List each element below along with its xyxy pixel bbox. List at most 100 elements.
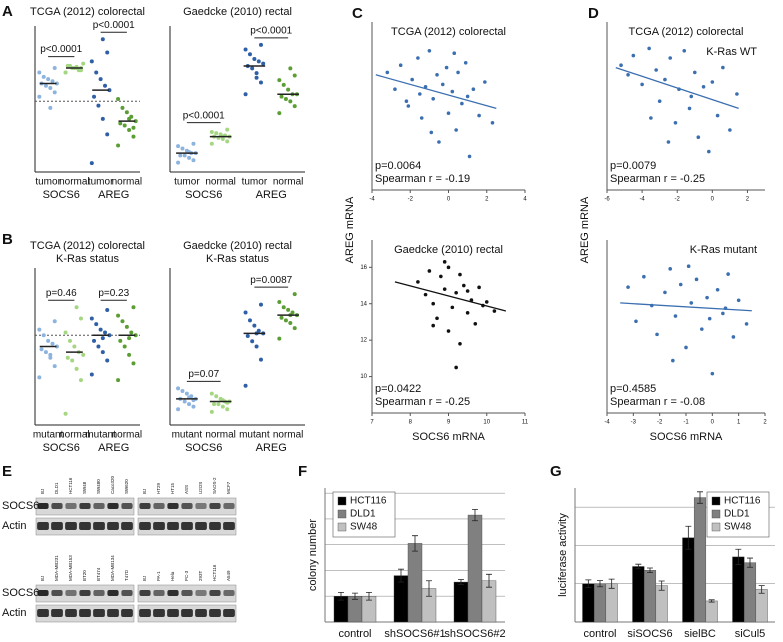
data-point <box>118 338 123 343</box>
data-point <box>642 274 646 279</box>
x-tick-label: normal <box>112 430 143 441</box>
blot-band <box>51 522 63 530</box>
x-tick-label: tumor <box>88 177 114 188</box>
error-bar <box>758 585 765 594</box>
data-point <box>98 327 103 332</box>
x-tick-label: normal <box>273 177 304 188</box>
data-point <box>127 116 132 121</box>
data-point <box>52 319 57 324</box>
data-point <box>439 274 443 279</box>
data-point <box>286 307 291 312</box>
data-point <box>122 344 127 349</box>
x-tick-label: 0 <box>447 197 451 203</box>
data-point <box>687 106 692 111</box>
lane-label: SW48 <box>82 481 87 494</box>
group-label: AREG <box>98 189 129 201</box>
y-axis-label: AREG mRNA <box>344 196 356 263</box>
p-value: p=0.0087 <box>250 275 292 286</box>
x-tick-label: tumor <box>242 177 268 188</box>
data-point <box>176 407 181 412</box>
data-point <box>715 113 720 118</box>
y-axis-label: colony number <box>307 519 319 591</box>
data-point <box>94 322 99 327</box>
data-point <box>288 99 293 104</box>
error-bar <box>585 579 592 588</box>
blot-band <box>195 590 207 596</box>
group-label: AREG <box>98 442 129 454</box>
data-point <box>744 322 749 326</box>
lane-label: HCT116 <box>68 477 73 494</box>
panel-label: B <box>2 231 13 248</box>
chart-subtitle: K-Ras status <box>206 253 269 265</box>
data-point <box>220 404 225 409</box>
group-label: AREG <box>256 442 287 454</box>
data-point <box>100 37 105 42</box>
x-tick-label: 11 <box>522 420 529 426</box>
chart-title: K-Ras mutant <box>690 244 757 256</box>
annotation: p=0.0079 <box>610 160 656 172</box>
data-point <box>191 404 196 409</box>
x-tick-label: normal <box>205 177 236 188</box>
bar <box>593 583 607 623</box>
data-point <box>46 77 51 82</box>
blot-band <box>153 522 165 530</box>
data-point <box>50 341 55 346</box>
data-point <box>427 49 432 53</box>
data-point <box>458 342 462 346</box>
data-point <box>225 407 230 412</box>
data-point <box>254 71 259 76</box>
data-point <box>258 42 263 47</box>
data-point <box>423 292 428 297</box>
data-point <box>127 127 132 132</box>
data-point <box>454 365 458 370</box>
data-point <box>450 305 455 310</box>
blot-band <box>65 522 77 530</box>
legend-swatch <box>711 496 721 506</box>
data-point <box>429 130 434 135</box>
blot-band <box>107 503 119 509</box>
data-point <box>393 87 397 91</box>
data-point <box>120 319 125 324</box>
trend-line <box>375 74 497 110</box>
data-point <box>124 324 129 329</box>
blot-band <box>195 522 207 530</box>
lane-label: MDA-MB231 <box>54 555 59 581</box>
bar <box>347 596 363 623</box>
blot-band <box>153 503 165 509</box>
annotation: Spearman r = -0.25 <box>610 173 705 185</box>
panel-label: D <box>588 5 599 22</box>
data-point <box>96 103 101 108</box>
data-point <box>131 361 136 366</box>
data-point <box>103 83 108 88</box>
data-point <box>243 92 248 97</box>
data-point <box>694 277 699 282</box>
bar <box>655 585 668 623</box>
x-tick-label: normal <box>273 430 304 441</box>
data-point <box>692 70 697 75</box>
data-point <box>440 82 445 87</box>
y-axis-label: AREG mRNA <box>579 196 591 263</box>
data-point <box>65 355 70 360</box>
data-point <box>254 344 259 349</box>
data-point <box>212 402 217 407</box>
data-point <box>67 63 72 68</box>
x-axis-label: SOCS6 mRNA <box>412 431 485 443</box>
data-point <box>74 366 79 371</box>
data-point <box>684 345 688 350</box>
error-bar <box>597 580 603 588</box>
data-point <box>458 272 462 277</box>
data-point <box>288 320 293 325</box>
data-point <box>37 375 42 380</box>
data-point <box>107 88 112 93</box>
blot-band <box>107 609 119 617</box>
chart-title: TCGA (2012) colorectal <box>629 26 744 38</box>
data-point <box>442 287 447 291</box>
group-label: SOCS6 <box>43 442 80 454</box>
x-tick-label: control <box>583 628 616 640</box>
data-point <box>634 319 638 324</box>
data-point <box>256 328 261 333</box>
data-point <box>707 316 712 321</box>
blot-band <box>139 609 151 617</box>
blot-band <box>121 609 133 617</box>
